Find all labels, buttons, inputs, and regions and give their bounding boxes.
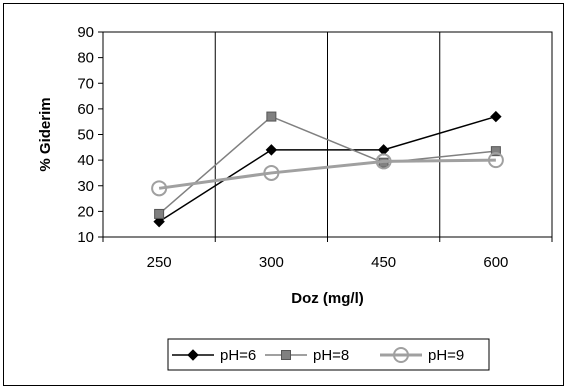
y-tick-label: 10 <box>77 229 94 246</box>
legend-entry: pH=6 <box>172 347 256 364</box>
data-point <box>375 153 392 170</box>
legend-label: pH=9 <box>428 347 464 364</box>
x-axis-title: Doz (mg/l) <box>291 290 364 307</box>
legend-marker <box>187 349 199 361</box>
y-tick-label: 60 <box>77 101 94 118</box>
series-3 <box>151 152 504 197</box>
data-point <box>490 146 501 157</box>
legend-box <box>167 338 490 371</box>
y-tick-label: 30 <box>77 178 94 195</box>
series-line <box>158 158 496 190</box>
legend: pH=6 pH=8 pH=9 <box>167 338 490 371</box>
data-point <box>265 144 278 156</box>
x-tick-label: 300 <box>259 254 284 271</box>
legend-label: pH=8 <box>313 347 349 364</box>
x-axis: 250 300 450 600 <box>102 237 553 271</box>
series-layer <box>151 110 504 228</box>
legend-marker <box>393 347 409 363</box>
y-tick-label: 90 <box>77 24 94 41</box>
series-line <box>158 115 496 215</box>
y-tick-label: 50 <box>77 127 94 144</box>
y-tick-label: 80 <box>77 50 94 67</box>
y-tick-label: 20 <box>77 203 94 220</box>
legend-marker <box>281 350 291 360</box>
series-line <box>158 115 497 223</box>
data-point <box>263 164 280 181</box>
data-point <box>377 144 390 156</box>
x-tick-label: 450 <box>371 254 396 271</box>
data-point <box>490 110 502 123</box>
data-point <box>266 111 277 122</box>
x-tick-label: 250 <box>147 254 172 271</box>
grid-lines <box>214 32 441 237</box>
x-tick-label: 600 <box>483 254 508 271</box>
data-point <box>154 208 165 219</box>
y-tick-label: 40 <box>77 152 94 169</box>
y-axis: 10 20 30 40 50 60 70 80 90 <box>77 24 103 246</box>
legend-label: pH=6 <box>220 347 256 364</box>
legend-entry: pH=9 <box>380 347 464 364</box>
data-point <box>151 180 168 197</box>
y-axis-title: % Giderim <box>37 97 54 171</box>
data-point <box>487 152 504 169</box>
series-1 <box>153 110 502 228</box>
chart-frame <box>3 3 564 386</box>
data-point <box>153 215 165 228</box>
legend-entry: pH=8 <box>265 347 349 364</box>
y-tick-label: 70 <box>77 75 94 92</box>
